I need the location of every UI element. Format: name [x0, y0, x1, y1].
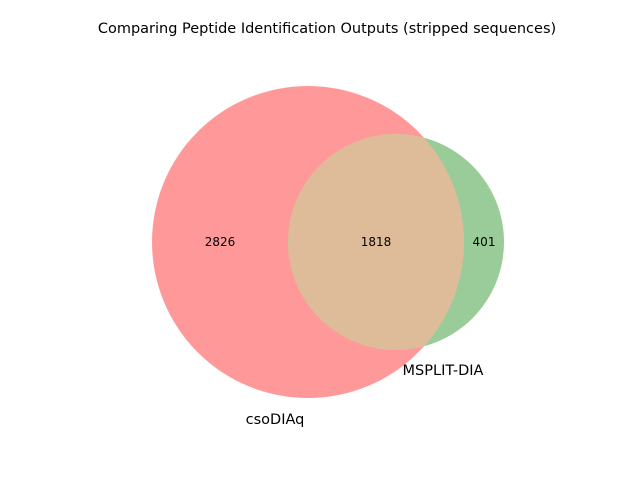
msplit-dia-label: MSPLIT-DIA: [403, 363, 484, 379]
intersection-count: 1818: [361, 235, 392, 249]
csodiaq-label: csoDIAq: [246, 412, 305, 428]
csodiaq-only-count: 2826: [205, 235, 236, 249]
intersection-region: [288, 134, 464, 350]
msplit-dia-only-count: 401: [473, 235, 496, 249]
chart-title: Comparing Peptide Identification Outputs…: [98, 21, 556, 37]
